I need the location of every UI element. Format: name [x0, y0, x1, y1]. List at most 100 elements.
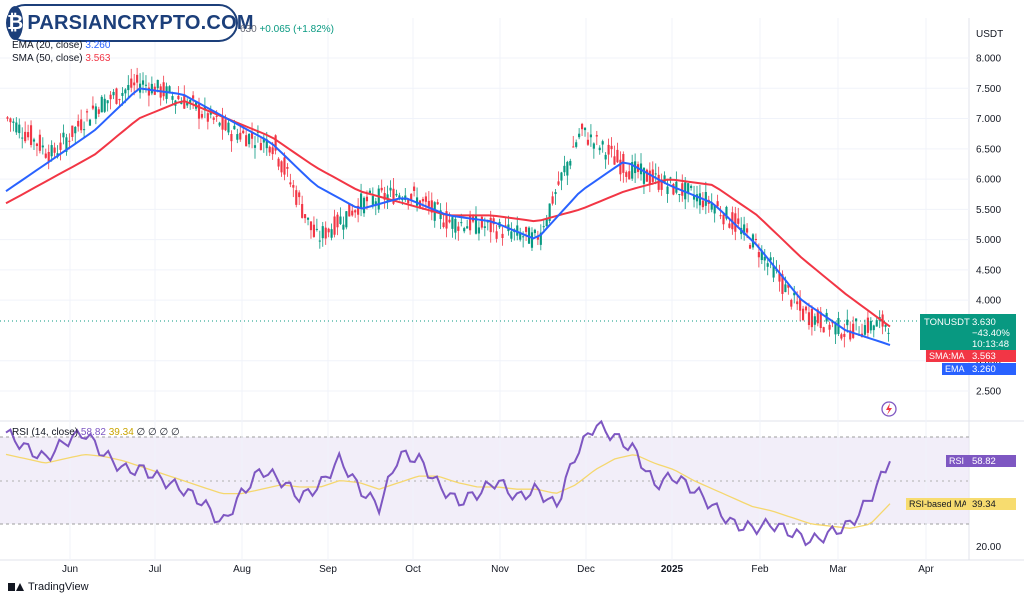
candle-body	[12, 121, 15, 123]
candle-body	[218, 122, 221, 126]
candle-body	[398, 195, 401, 199]
time-tick-label: Aug	[233, 564, 251, 575]
candle-body	[799, 298, 802, 311]
candle-body	[177, 95, 180, 100]
candle-body	[354, 210, 357, 213]
candle-body	[522, 236, 525, 238]
candle-body	[212, 117, 215, 120]
candle-body	[368, 190, 371, 194]
candle-body	[648, 170, 651, 185]
candle-body	[6, 117, 9, 119]
sma-legend-value: 3.563	[85, 53, 111, 64]
symbol-badge-countdown: 10:13:48	[972, 339, 1009, 350]
candle-body	[695, 194, 699, 202]
candle-body	[380, 187, 383, 191]
candle-body	[324, 227, 327, 239]
candle-body	[97, 109, 100, 114]
candle-body	[595, 135, 598, 137]
candle-body	[589, 134, 592, 138]
candle-body	[410, 193, 413, 200]
ema-legend[interactable]: EMA (20, close) 3.260	[12, 40, 110, 51]
header-price: 630	[240, 24, 257, 35]
price-tick-label: 7.500	[976, 84, 1001, 95]
candle-body	[725, 206, 728, 219]
time-tick-label: Jul	[149, 564, 162, 575]
candle-body	[242, 130, 245, 134]
candle-body	[790, 299, 793, 307]
candle-body	[533, 229, 536, 234]
candle-body	[74, 126, 77, 134]
candle-body	[793, 292, 796, 296]
candle-body	[306, 217, 310, 220]
svg-text:EMA: EMA	[945, 364, 965, 374]
ema-badge: EMA 3.260	[942, 363, 1016, 375]
candle-body	[772, 265, 775, 278]
candle-body	[846, 319, 849, 326]
candle-body	[869, 320, 872, 331]
time-tick-label: Sep	[319, 564, 337, 575]
candle-body	[268, 146, 271, 153]
candle-body	[466, 226, 469, 229]
candle-body	[239, 132, 242, 140]
candle-body	[687, 183, 690, 193]
candle-body	[189, 99, 192, 103]
candle-body	[333, 216, 336, 235]
candle-body	[230, 133, 233, 142]
candle-body	[451, 217, 454, 229]
candle-body	[575, 142, 578, 147]
candle-body	[59, 142, 62, 150]
price-tick-label: 5.500	[976, 205, 1001, 216]
tradingview-footer[interactable]: TradingView	[8, 581, 89, 593]
candle-body	[613, 156, 616, 165]
candle-body	[604, 154, 607, 160]
candle-body	[619, 159, 622, 175]
candle-body	[374, 201, 377, 206]
candle-body	[265, 139, 268, 149]
candle-body	[77, 120, 80, 127]
candle-body	[15, 122, 18, 133]
sma-legend[interactable]: SMA (50, close) 3.563	[12, 53, 110, 64]
rsi-legend-label: RSI (14, close)	[12, 427, 79, 438]
candle-body	[483, 226, 486, 228]
candle-body	[144, 84, 148, 86]
candle-body	[357, 205, 360, 215]
candle-body	[321, 226, 324, 239]
candle-body	[27, 132, 30, 138]
candle-body	[427, 200, 430, 207]
candle-body	[816, 309, 819, 324]
candle-body	[283, 157, 286, 175]
candle-body	[692, 195, 696, 200]
candle-body	[62, 132, 65, 138]
time-tick-label: Nov	[491, 564, 509, 575]
candle-body	[127, 85, 130, 91]
candle-body	[457, 226, 460, 231]
candle-body	[748, 245, 752, 249]
candle-body	[156, 79, 159, 89]
rsi-legend[interactable]: RSI (14, close) 58.82 39.34 ∅ ∅ ∅ ∅	[12, 427, 180, 438]
candle-body	[542, 226, 545, 228]
candle-body	[50, 145, 53, 157]
candle-body	[121, 92, 124, 96]
candle-body	[292, 185, 295, 188]
rsi-legend-ma-value: 39.34	[108, 427, 134, 438]
candle-body	[9, 118, 12, 123]
rsi-legend-extra: ∅ ∅ ∅ ∅	[136, 427, 180, 438]
price-tick-label: 6.000	[976, 175, 1001, 186]
time-tick-label: 2025	[661, 564, 684, 575]
lightning-icon[interactable]	[881, 401, 897, 417]
rsi-axis-tick: 20.00	[976, 542, 1001, 553]
candle-body	[548, 203, 551, 221]
candle-body	[41, 145, 44, 148]
candle-body	[716, 201, 719, 207]
svg-text:RSI: RSI	[949, 456, 964, 466]
candle-body	[813, 316, 816, 325]
candle-body	[557, 181, 560, 185]
candle-body	[421, 198, 425, 202]
candle-body	[32, 139, 36, 142]
candle-body	[141, 80, 145, 85]
logo-text: PARSIANCRYPTO.COM	[27, 11, 254, 34]
candle-body	[525, 226, 528, 232]
candle-body	[566, 161, 569, 176]
price-tick-label: 8.000	[976, 54, 1001, 65]
